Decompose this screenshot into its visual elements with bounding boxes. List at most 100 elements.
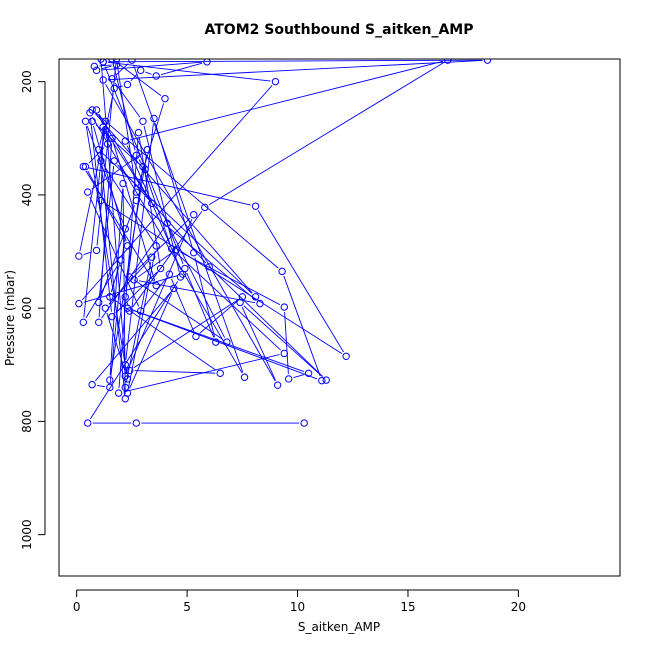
x-tick-label: 20: [511, 600, 526, 614]
data-point: [121, 293, 129, 301]
x-axis-label: S_aitken_AMP: [298, 620, 380, 634]
data-point: [139, 162, 147, 171]
series-line-segment: [133, 279, 223, 340]
series-line-segment: [95, 112, 279, 269]
data-point: [152, 281, 160, 290]
x-tick-label: 15: [400, 600, 415, 614]
data-point: [152, 72, 160, 80]
data-point: [95, 145, 103, 154]
data-point: [201, 203, 209, 212]
series-line-segment: [132, 217, 191, 274]
data-point: [99, 76, 107, 84]
data-point: [101, 304, 110, 312]
series-line-segment: [257, 210, 344, 353]
series-line-segment: [109, 188, 124, 376]
chart-title: ATOM2 Southbound S_aitken_AMP: [205, 22, 474, 38]
series-line-segment: [85, 264, 119, 319]
series-line-segment: [106, 312, 127, 375]
series-layer: [75, 59, 492, 427]
data-point: [108, 75, 116, 83]
data-point: [236, 298, 244, 307]
data-point: [101, 117, 110, 125]
y-axis: 200 400 600 800 1000: [20, 70, 46, 550]
data-point: [103, 140, 112, 148]
data-point: [79, 162, 87, 171]
data-point: [148, 199, 156, 208]
series-line-segment: [186, 272, 215, 338]
series-line-segment: [129, 60, 443, 141]
data-point: [271, 77, 280, 86]
data-point: [90, 62, 99, 71]
data-point: [97, 157, 105, 165]
data-point: [318, 376, 326, 385]
data-point: [75, 299, 83, 308]
data-point: [161, 94, 169, 103]
data-point: [132, 419, 141, 427]
data-point: [92, 66, 101, 75]
data-point: [88, 380, 96, 389]
data-point: [251, 202, 260, 210]
series-line-segment: [160, 62, 203, 76]
series-line-segment: [95, 291, 171, 382]
series-line-segment: [115, 271, 158, 314]
data-point: [300, 419, 308, 427]
data-point: [444, 59, 452, 64]
data-point: [108, 134, 116, 142]
y-tick-label: 1000: [20, 519, 34, 550]
series-line-segment: [109, 233, 126, 383]
series-line-segment: [101, 65, 112, 70]
series-line-segment: [138, 159, 143, 166]
series-line-segment: [89, 196, 140, 307]
data-point: [95, 318, 103, 327]
data-point: [134, 128, 143, 137]
series-line-segment: [130, 73, 138, 82]
data-point: [172, 246, 180, 254]
series-line-segment: [117, 164, 207, 264]
data-point: [99, 59, 107, 66]
series-line-segment: [125, 123, 154, 360]
series-line-segment: [284, 311, 289, 374]
data-point: [114, 389, 123, 397]
series-line-segment: [132, 309, 305, 373]
data-point: [125, 307, 134, 315]
series-line-segment: [293, 374, 304, 379]
series-line-segment: [108, 61, 271, 82]
series-line-segment: [145, 71, 152, 75]
series-line-segment: [87, 170, 126, 242]
data-point: [278, 267, 286, 276]
data-point: [95, 298, 103, 307]
data-point: [92, 106, 101, 114]
data-point: [285, 375, 293, 383]
series-line-segment: [115, 63, 129, 76]
data-point: [190, 211, 198, 219]
series-line-segment: [88, 167, 251, 206]
data-point: [132, 151, 141, 159]
data-point: [81, 117, 90, 125]
data-point: [110, 157, 118, 165]
data-point: [97, 196, 105, 205]
data-point: [123, 80, 132, 89]
data-point: [190, 248, 198, 257]
data-point: [106, 383, 114, 392]
series-line-segment: [118, 137, 139, 389]
data-point: [125, 366, 134, 375]
data-point: [112, 60, 121, 69]
x-tick-label: 5: [183, 600, 191, 614]
series-line-segment: [105, 134, 108, 140]
data-point: [137, 307, 145, 315]
data-point: [176, 273, 185, 281]
data-point: [205, 263, 213, 271]
data-point: [81, 162, 90, 171]
data-point: [132, 188, 141, 196]
series-line-segment: [105, 84, 276, 382]
data-point: [256, 299, 264, 308]
data-point: [123, 375, 132, 383]
series-line-segment: [83, 251, 92, 255]
data-point: [84, 419, 92, 427]
series-line-segment: [137, 252, 173, 278]
data-point: [137, 66, 145, 75]
data-point: [251, 293, 260, 301]
series-line-segment: [116, 63, 137, 188]
series-line-segment: [98, 165, 115, 298]
